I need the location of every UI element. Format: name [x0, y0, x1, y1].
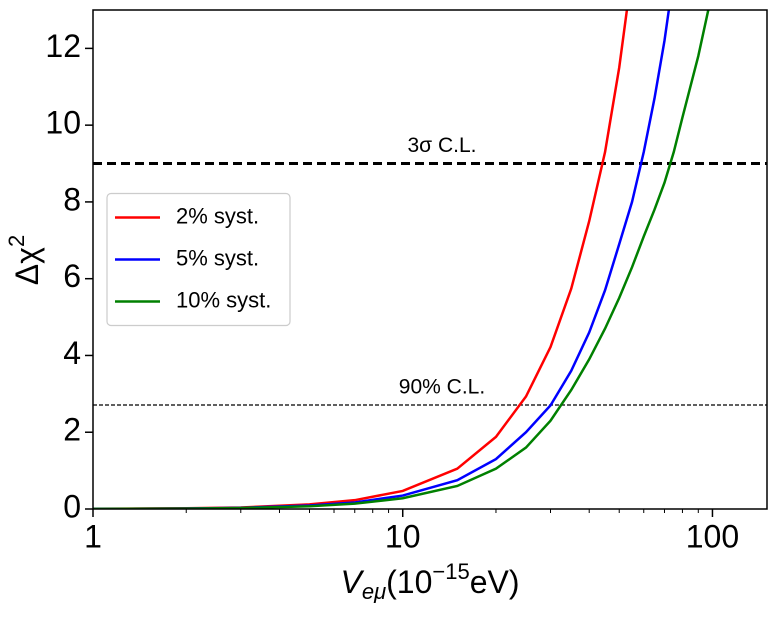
y-tick-label: 10: [45, 105, 81, 141]
x-label-part: eμ: [362, 579, 386, 604]
y-axis-label: Δχ2: [4, 235, 46, 285]
x-label-part: −15: [432, 559, 469, 584]
y-tick-label: 12: [45, 28, 81, 64]
legend: 2% syst. 5% syst. 10% syst.: [106, 192, 291, 327]
series-line: [93, 10, 710, 509]
reference-label: 3σ C.L.: [408, 134, 477, 157]
y-tick-label: 2: [63, 412, 81, 448]
plot-frame: [92, 9, 768, 510]
x-tick-label: 100: [686, 518, 739, 554]
y-tick-label: 0: [63, 488, 81, 524]
x-tick-label: 10: [385, 518, 421, 554]
plot-area: [93, 10, 767, 509]
legend-label: 5% syst.: [176, 245, 259, 270]
x-label-part: eV): [470, 564, 520, 600]
reference-label: 90% C.L.: [399, 376, 485, 399]
legend-label: 10% syst.: [176, 287, 271, 312]
y-tick-label: 6: [63, 258, 81, 294]
x-tick-label: 1: [84, 518, 102, 554]
x-label-part: V: [340, 564, 364, 600]
legend-label: 2% syst.: [176, 203, 259, 228]
y-label-part: 2: [4, 235, 29, 247]
y-tick-label: 8: [63, 181, 81, 217]
y-label-part: Δχ: [9, 247, 45, 285]
legend-box: [106, 192, 291, 327]
y-tick-label: 4: [63, 335, 81, 371]
x-label-part: (10: [386, 564, 432, 600]
x-axis-label: Veμ(10−15eV): [340, 559, 519, 604]
